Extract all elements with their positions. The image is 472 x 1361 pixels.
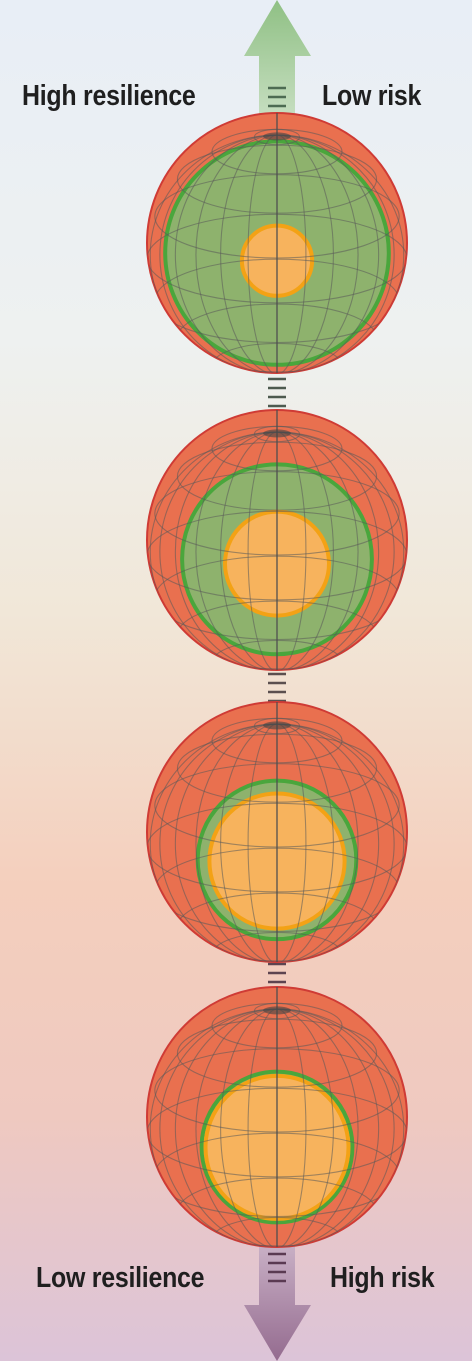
globe-4 bbox=[146, 986, 408, 1248]
globe-grid bbox=[147, 113, 407, 373]
up-arrow bbox=[244, 0, 311, 120]
globe-3 bbox=[146, 701, 408, 963]
label-low-resilience: Low resilience bbox=[36, 1262, 205, 1294]
down-arrow bbox=[244, 1240, 311, 1361]
globe-1 bbox=[146, 112, 408, 374]
globes-group bbox=[146, 112, 408, 1248]
globe-grid bbox=[147, 410, 407, 670]
label-low-risk: Low risk bbox=[322, 80, 422, 112]
globe-2 bbox=[146, 409, 408, 671]
label-high-resilience: High resilience bbox=[22, 80, 196, 112]
label-high-risk: High risk bbox=[330, 1262, 435, 1294]
